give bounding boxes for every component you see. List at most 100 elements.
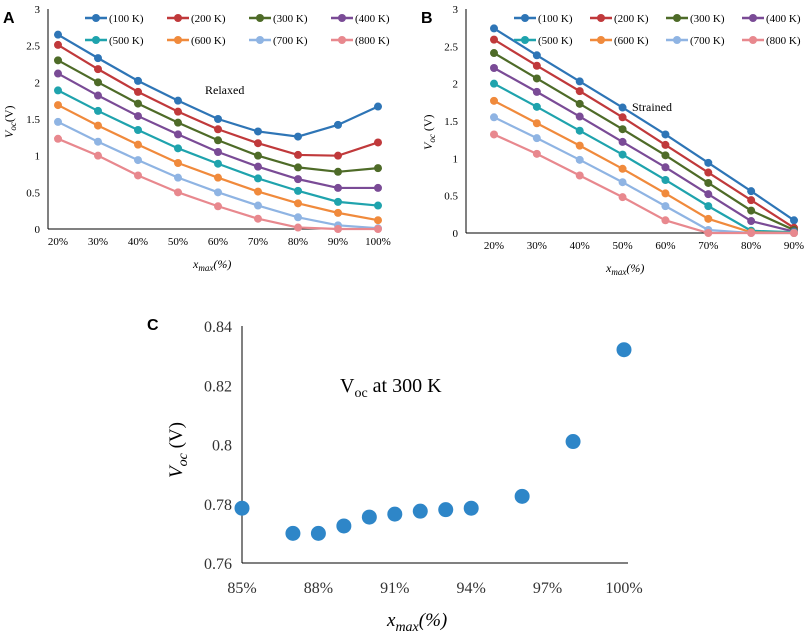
data-point <box>618 137 627 146</box>
data-point <box>704 229 713 237</box>
data-point <box>294 175 302 184</box>
y-tick-label: 0.82 <box>204 378 232 395</box>
x-tick-label: 85% <box>227 580 256 597</box>
data-point <box>532 74 541 83</box>
data-point <box>334 151 342 160</box>
y-tick-label: 2.5 <box>444 41 458 53</box>
legend-entry-label: (100 K) <box>538 13 573 25</box>
data-point <box>374 201 382 210</box>
x-tick-label: 100% <box>365 236 391 248</box>
data-point <box>294 223 302 232</box>
data-point <box>704 190 713 199</box>
data-point <box>294 132 302 141</box>
data-point <box>532 134 541 143</box>
data-point <box>254 201 262 210</box>
data-point <box>490 130 498 139</box>
data-point <box>618 193 627 202</box>
y-tick-label: 0 <box>453 228 459 240</box>
data-point <box>134 171 142 180</box>
legend-entry-label: (600 K) <box>614 35 649 47</box>
data-point <box>94 91 102 100</box>
data-point <box>334 120 342 129</box>
x-tick-label: 60% <box>208 236 228 248</box>
data-point <box>54 117 62 126</box>
series-line <box>493 67 795 233</box>
y-tick-label: 2 <box>35 77 41 89</box>
scatter-point <box>514 488 530 504</box>
data-point <box>374 164 382 173</box>
legend-swatch-marker <box>338 14 346 22</box>
data-point <box>575 87 584 96</box>
data-point <box>575 112 584 121</box>
legend-entry-label: (400 K) <box>355 13 390 25</box>
data-point <box>532 51 541 60</box>
data-point <box>661 151 670 160</box>
legend-swatch-marker <box>92 36 100 44</box>
legend-entry-label: (700 K) <box>690 35 725 47</box>
x-tick-label: 70% <box>698 240 718 252</box>
series-line <box>57 89 379 207</box>
chart-panel-voc-300k: 0.760.780.80.820.84 85% 88% 91% 94% 97% 100% … <box>166 319 643 635</box>
x-tick-label: 97% <box>533 580 562 597</box>
legend-entry-label: (800 K) <box>355 35 390 47</box>
legend-swatch-marker <box>256 36 264 44</box>
series-line <box>493 27 795 222</box>
y-axis-label-a: Voc(V) <box>2 105 18 138</box>
x-tick-label: 90% <box>328 236 348 248</box>
data-point <box>618 150 627 159</box>
y-tick-label: 0 <box>35 224 41 236</box>
data-point <box>490 79 498 88</box>
legend-entry-label: (500 K) <box>109 35 144 47</box>
data-point <box>94 121 102 130</box>
data-point <box>661 175 670 184</box>
y-tick-label: 3 <box>35 4 41 16</box>
data-point <box>254 174 262 183</box>
data-point <box>661 216 670 225</box>
legend-entry-label: (200 K) <box>191 13 226 25</box>
data-point <box>747 217 756 226</box>
data-point <box>704 214 713 223</box>
data-point <box>575 126 584 135</box>
y-tick-label: 1.5 <box>444 116 458 128</box>
x-tick-label: 40% <box>128 236 148 248</box>
series-line <box>493 133 794 235</box>
legend-swatch-marker <box>256 14 264 22</box>
chart-title-c: Voc at 300 K <box>340 375 442 401</box>
legend-swatch-marker <box>174 14 182 22</box>
data-point <box>661 140 670 149</box>
scatter-point <box>616 342 632 358</box>
legend-entry-label: (200 K) <box>614 13 649 25</box>
data-point <box>174 130 182 139</box>
y-axis-label-b: Voc (V) <box>421 114 437 150</box>
data-point <box>747 196 756 205</box>
data-point <box>575 99 584 108</box>
data-point <box>134 140 142 149</box>
data-point <box>374 102 382 111</box>
data-point <box>94 137 102 146</box>
data-point <box>490 63 498 72</box>
data-point <box>54 56 62 65</box>
data-point <box>174 159 182 167</box>
data-point <box>790 229 798 237</box>
legend-entry-label: (500 K) <box>538 35 573 47</box>
legend-entry-label: (300 K) <box>273 13 308 25</box>
x-tick-label: 91% <box>380 580 409 597</box>
data-point <box>54 134 62 143</box>
y-tick-label: 2 <box>453 79 459 91</box>
x-axis-label-a: xmax(%) <box>192 257 231 273</box>
data-point <box>618 125 627 134</box>
x-axis-label-b: xmax(%) <box>605 261 644 277</box>
data-point <box>575 77 584 86</box>
scatter-point <box>361 509 377 525</box>
data-point <box>94 78 102 87</box>
data-point <box>254 187 262 196</box>
data-point <box>747 206 756 215</box>
data-point <box>661 189 670 198</box>
legend-swatch-marker <box>521 36 529 44</box>
legend-swatch-marker <box>521 14 529 22</box>
x-tick-label: 20% <box>48 236 68 248</box>
data-point <box>374 138 382 147</box>
data-point <box>134 76 142 85</box>
legend-entry-label: (800 K) <box>766 35 801 47</box>
legend-swatch-marker <box>673 36 681 44</box>
